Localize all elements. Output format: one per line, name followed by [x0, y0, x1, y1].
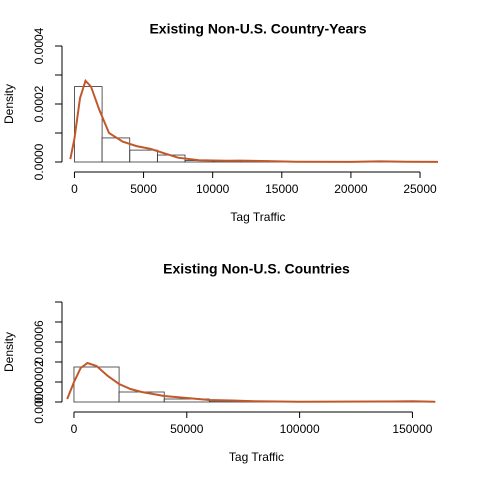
density-curve — [66, 361, 436, 403]
x-axis-label: Tag Traffic — [230, 210, 285, 224]
y-tick-label: 0.0002 — [32, 85, 46, 122]
x-tick-label: 0 — [71, 182, 78, 196]
x-axis-label: Tag Traffic — [229, 450, 284, 464]
y-axis-label: Density — [2, 332, 16, 372]
histogram-bar — [74, 86, 103, 163]
y-tick-label: 0.00006 — [32, 320, 46, 364]
chart-title: Existing Non-U.S. Country-Years — [149, 21, 366, 37]
histogram-bar — [118, 391, 165, 403]
x-tick-label: 20000 — [334, 182, 368, 196]
x-tick-label: 5000 — [130, 182, 157, 196]
y-tick-label: 0.0000 — [32, 143, 46, 180]
density-curve — [69, 78, 439, 163]
x-tick-label: 15000 — [265, 182, 299, 196]
y-tick-label: 0.00002 — [32, 360, 46, 404]
histogram-bar — [129, 149, 158, 163]
x-tick-label: 100000 — [280, 422, 320, 436]
x-tick-label: 50000 — [170, 422, 204, 436]
histogram-bar — [73, 366, 120, 403]
x-tick-label: 0 — [71, 422, 78, 436]
x-tick-label: 10000 — [196, 182, 230, 196]
chart-title: Existing Non-U.S. Countries — [163, 261, 350, 277]
x-tick-label: 25000 — [403, 182, 437, 196]
y-tick-label: 0.0004 — [32, 27, 46, 64]
y-tick-label: 0.00000 — [32, 380, 46, 424]
x-tick-label: 150000 — [392, 422, 432, 436]
y-axis-label: Density — [2, 84, 16, 124]
